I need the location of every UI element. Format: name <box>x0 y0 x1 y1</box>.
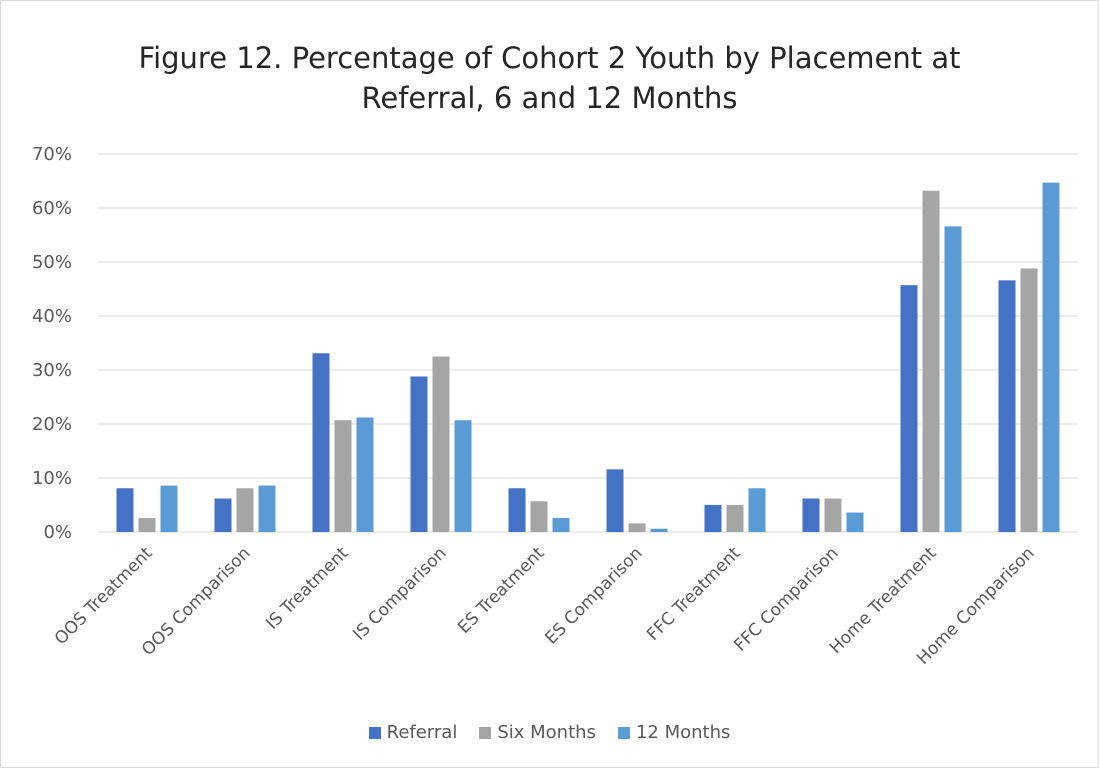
category-label: IS Comparison <box>349 543 450 644</box>
bar-12-months <box>356 417 374 532</box>
category-label: IS Treatment <box>262 543 353 634</box>
y-tick-label: 0% <box>43 522 72 543</box>
bar-12-months <box>846 512 864 532</box>
y-tick-label: 60% <box>32 198 72 219</box>
category-label: ES Treatment <box>454 543 549 638</box>
bar-six-months <box>334 420 352 532</box>
bar-12-months <box>454 420 472 532</box>
category-label: OOS Comparison <box>138 543 254 659</box>
legend-swatch <box>479 726 492 739</box>
bar-12-months <box>944 226 962 533</box>
bar-six-months <box>824 498 842 532</box>
y-tick-label: 30% <box>32 360 72 381</box>
legend-item: 12 Months <box>617 722 731 743</box>
category-label: ES Comparison <box>541 543 646 648</box>
bar-six-months <box>628 523 646 532</box>
y-tick-label: 40% <box>32 306 72 327</box>
category-label: Home Treatment <box>826 543 941 658</box>
legend-item: Six Months <box>479 722 596 743</box>
category-label: OOS Treatment <box>51 543 157 649</box>
bar-six-months <box>1020 268 1038 532</box>
bar-12-months <box>552 517 570 532</box>
bar-referral <box>998 280 1016 532</box>
bar-12-months <box>1042 182 1060 532</box>
legend-swatch <box>617 726 630 739</box>
bar-referral <box>508 488 526 532</box>
y-tick-label: 20% <box>32 414 72 435</box>
bar-referral <box>410 376 428 532</box>
chart-title-line-1: Figure 12. Percentage of Cohort 2 Youth … <box>138 41 961 75</box>
bar-referral <box>704 505 722 532</box>
legend: Referral Six Months 12 Months <box>0 722 1099 743</box>
bar-referral <box>312 353 330 532</box>
category-label: FFC Treatment <box>643 543 745 645</box>
bar-12-months <box>650 528 668 532</box>
bar-referral <box>802 498 820 532</box>
legend-label: Referral <box>386 722 458 743</box>
bar-six-months <box>138 517 156 532</box>
y-tick-label: 10% <box>32 468 72 489</box>
bar-six-months <box>530 501 548 532</box>
bar-six-months <box>432 356 450 532</box>
category-label: FFC Comparison <box>730 543 842 655</box>
chart-title: Figure 12. Percentage of Cohort 2 Youth … <box>0 38 1099 118</box>
bar-referral <box>116 488 134 532</box>
chart-title-line-2: Referral, 6 and 12 Months <box>361 81 738 115</box>
bar-referral <box>900 285 918 532</box>
bar-12-months <box>748 488 766 532</box>
bars <box>116 182 1060 533</box>
bar-referral <box>606 469 624 532</box>
legend-label: Six Months <box>497 722 596 743</box>
legend-item: Referral <box>368 722 458 743</box>
y-tick-label: 70% <box>32 144 72 165</box>
y-axis-ticks: 0% 10% 20% 30% 40% 50% 60% 70% <box>32 144 72 543</box>
bar-referral <box>214 498 232 532</box>
bar-12-months <box>160 485 178 532</box>
bar-six-months <box>236 488 254 532</box>
bar-12-months <box>258 485 276 532</box>
bar-six-months <box>726 505 744 532</box>
legend-swatch <box>368 726 381 739</box>
legend-label: 12 Months <box>635 722 731 743</box>
y-tick-label: 50% <box>32 252 72 273</box>
bar-six-months <box>922 190 940 532</box>
